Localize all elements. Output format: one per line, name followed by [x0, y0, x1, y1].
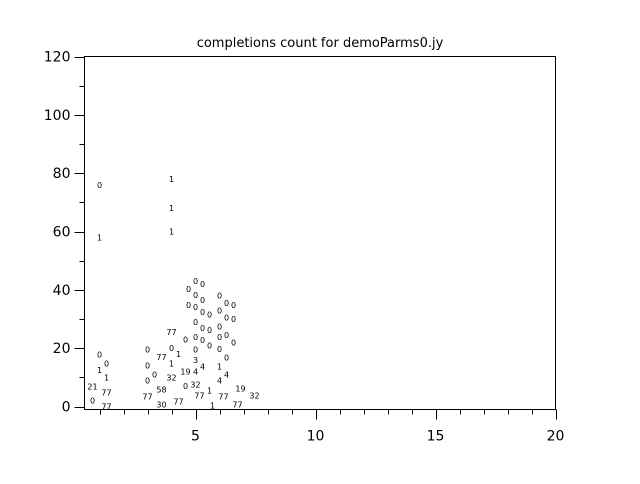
point-label: 1	[97, 366, 102, 375]
point-label: 1	[169, 204, 174, 213]
y-tick-label: 20	[53, 341, 71, 357]
point-label: 1	[176, 350, 181, 359]
point-labels: 0100112177077077000587730111770011193207…	[87, 175, 259, 412]
point-label: 4	[193, 368, 198, 377]
point-label: 0	[183, 335, 188, 344]
point-label: 0	[231, 315, 236, 324]
point-label: 0	[207, 311, 212, 320]
point-label: 0	[207, 326, 212, 335]
point-label: 0	[217, 333, 222, 342]
point-label: 0	[224, 354, 229, 363]
point-label: 0	[193, 291, 198, 300]
y-tick-label: 60	[53, 225, 71, 241]
point-label: 0	[224, 299, 229, 308]
point-label: 0	[193, 346, 198, 355]
point-label: 0	[169, 344, 174, 353]
point-label: 0	[200, 336, 205, 345]
y-tick-label: 80	[53, 166, 71, 182]
point-label: 0	[193, 303, 198, 312]
point-label: 0	[97, 351, 102, 360]
x-tick-label: 15	[427, 429, 445, 445]
point-label: 4	[200, 363, 205, 372]
point-label: 0	[90, 397, 95, 406]
point-label: 0	[224, 331, 229, 340]
point-label: 77	[101, 403, 111, 412]
point-label: 21	[87, 383, 97, 392]
point-label: 19	[235, 384, 245, 393]
point-label: 0	[183, 382, 188, 391]
point-label: 77	[166, 328, 176, 337]
chart-title: completions count for demoParms0.jy	[197, 36, 444, 51]
point-label: 0	[193, 333, 198, 342]
point-label: 0	[145, 376, 150, 385]
point-label: 0	[207, 342, 212, 351]
plot-frame	[84, 56, 556, 410]
point-label: 19	[180, 368, 190, 377]
point-label: 0	[193, 318, 198, 327]
point-label: 0	[152, 370, 157, 379]
point-label: 32	[166, 373, 176, 382]
point-label: 77	[156, 353, 166, 362]
point-label: 77	[173, 398, 183, 407]
y-tick-label: 0	[62, 400, 71, 416]
point-label: 1	[207, 387, 212, 396]
point-label: 0	[145, 362, 150, 371]
point-label: 0	[145, 346, 150, 355]
point-label: 32	[190, 381, 200, 390]
point-label: 4	[217, 376, 222, 385]
y-tick-label: 120	[44, 50, 71, 66]
point-label: 0	[231, 338, 236, 347]
point-label: 0	[200, 280, 205, 289]
point-label: 0	[224, 313, 229, 322]
point-label: 1	[169, 175, 174, 184]
point-label: 0	[97, 181, 102, 190]
x-tick-label: 10	[307, 429, 325, 445]
y-tick-label: 100	[44, 108, 71, 124]
point-label: 77	[101, 389, 111, 398]
point-label: 3	[193, 356, 198, 365]
point-label: 77	[218, 393, 228, 402]
x-tick-label: 20	[547, 429, 565, 445]
point-label: 0	[217, 345, 222, 354]
point-label: 0	[231, 301, 236, 310]
point-label: 32	[249, 391, 259, 400]
point-label: 1	[104, 374, 109, 383]
point-label: 77	[232, 401, 242, 410]
point-label: 0	[200, 296, 205, 305]
point-label: 1	[97, 233, 102, 242]
point-label: 0	[217, 323, 222, 332]
point-label: 0	[104, 359, 109, 368]
point-label: 0	[217, 292, 222, 301]
point-label: 0	[193, 277, 198, 286]
point-label: 77	[142, 393, 152, 402]
point-label: 1	[169, 360, 174, 369]
point-label: 1	[217, 363, 222, 372]
y-tick-label: 40	[53, 283, 71, 299]
point-label: 1	[169, 228, 174, 237]
point-label: 0	[186, 285, 191, 294]
point-label: 0	[200, 308, 205, 317]
point-label: 0	[217, 306, 222, 315]
point-label: 0	[200, 324, 205, 333]
point-label: 58	[156, 386, 166, 395]
point-label: 30	[156, 401, 166, 410]
point-label: 77	[194, 391, 204, 400]
point-label: 1	[210, 402, 215, 411]
point-label: 4	[224, 370, 229, 379]
point-label: 0	[186, 301, 191, 310]
x-tick-label: 5	[191, 429, 200, 445]
